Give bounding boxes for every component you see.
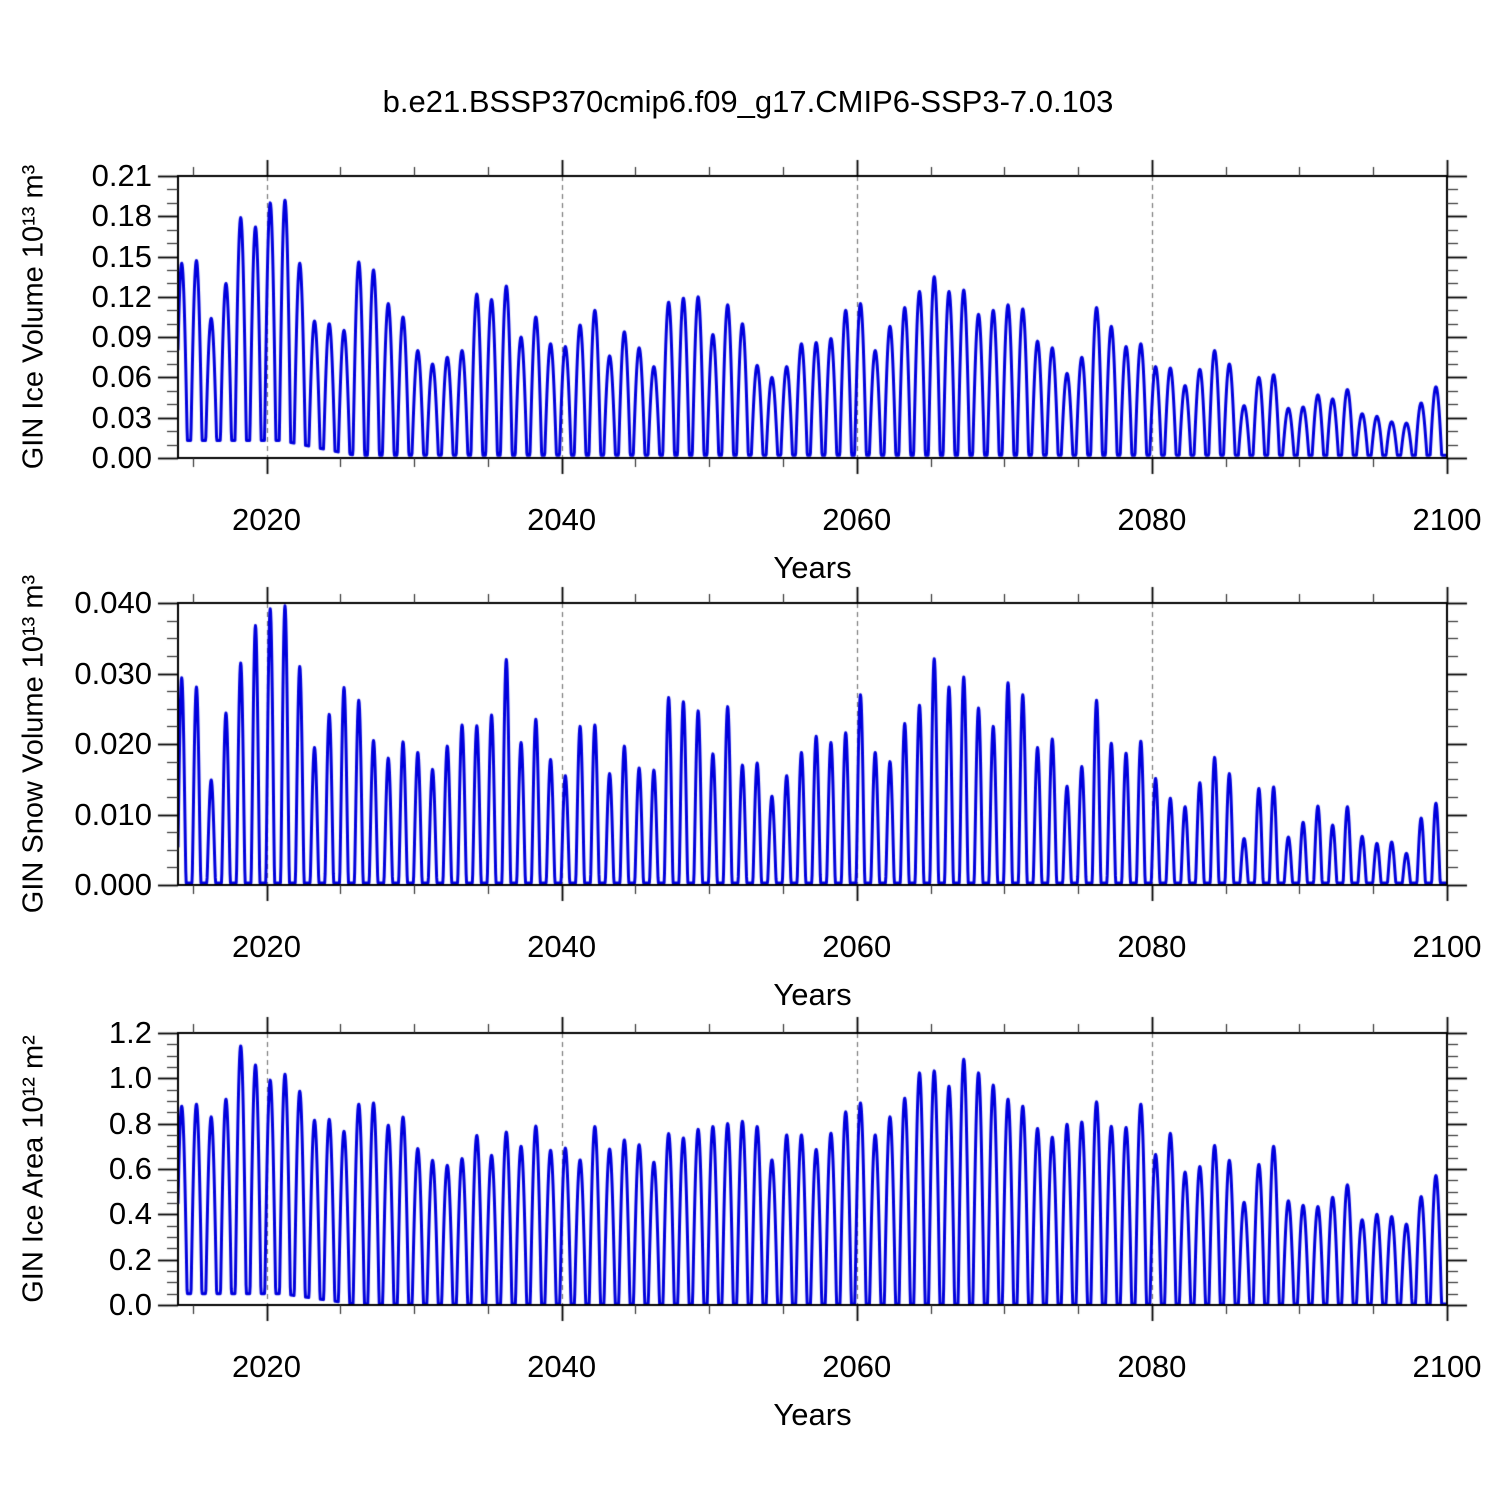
y-tick-label: 0.09 [91, 319, 152, 355]
x-tick-label: 2100 [1412, 1349, 1482, 1384]
x-axis-title-years-panel2: Years [773, 977, 852, 1012]
x-tick-label: 2080 [1117, 1349, 1187, 1384]
y-tick-label: 0.030 [74, 655, 152, 691]
y-tick-label: 1.2 [108, 1015, 152, 1050]
x-tick-label: 2060 [822, 502, 892, 537]
y-tick-label: 0.03 [91, 399, 152, 435]
y-axis-title-ice-area: GIN Ice Area 10¹² m² [17, 1035, 50, 1303]
x-tick-label: 2020 [232, 929, 302, 964]
figure-title: b.e21.BSSP370cmip6.f09_g17.CMIP6-SSP3-7.… [382, 84, 1114, 119]
y-tick-label: 0.6 [108, 1151, 152, 1186]
y-axis-title-ice-volume: GIN Ice Volume 10¹³ m³ [17, 164, 50, 470]
y-tick-label: 0.00 [91, 440, 152, 475]
y-axis-title-snow-volume: GIN Snow Volume 10¹³ m³ [17, 574, 50, 914]
y-tick-label: 1.0 [108, 1060, 152, 1096]
x-tick-label: 2080 [1117, 502, 1187, 537]
y-tick-label: 0.040 [74, 585, 152, 620]
x-tick-label: 2020 [232, 1349, 302, 1384]
y-tick-label: 0.21 [91, 158, 152, 193]
y-tick-label: 0.010 [74, 796, 152, 832]
x-tick-label: 2040 [527, 1349, 597, 1384]
x-tick-label: 2060 [822, 1349, 892, 1384]
x-tick-label: 2060 [822, 929, 892, 964]
y-tick-label: 0.0 [108, 1287, 152, 1322]
y-tick-label: 0.020 [74, 726, 152, 761]
x-axis-title-years-panel3: Years [773, 1397, 852, 1432]
y-tick-label: 0.12 [91, 278, 152, 314]
y-tick-label: 0.000 [74, 867, 152, 902]
y-tick-label: 0.18 [91, 198, 152, 234]
x-axis-title-years-panel1: Years [773, 550, 852, 585]
x-tick-label: 2040 [527, 929, 597, 964]
y-tick-label: 0.06 [91, 359, 152, 395]
x-tick-label: 2100 [1412, 929, 1482, 964]
x-tick-label: 2020 [232, 502, 302, 537]
y-tick-label: 0.8 [108, 1105, 152, 1141]
x-tick-label: 2040 [527, 502, 597, 537]
x-tick-label: 2080 [1117, 929, 1187, 964]
y-tick-label: 0.2 [108, 1241, 152, 1277]
x-tick-label: 2100 [1412, 502, 1482, 537]
y-tick-label: 0.4 [108, 1196, 152, 1232]
y-tick-label: 0.15 [91, 238, 152, 274]
